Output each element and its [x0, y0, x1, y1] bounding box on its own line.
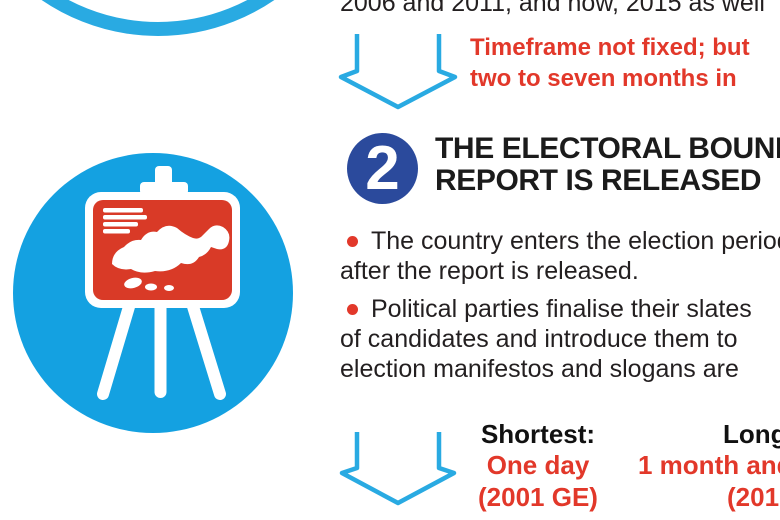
step-number: 2: [365, 134, 400, 203]
longest-value: 1 month and: [638, 450, 780, 480]
bullet-1-text-1: The country enters the election period: [371, 227, 780, 255]
easel-right-leg: [185, 294, 226, 400]
callout-line-1: Timeframe not fixed; but: [470, 34, 750, 61]
bullet-2-line-1: Political parties finalise their slates: [340, 297, 752, 322]
down-arrow-icon: [339, 432, 457, 506]
singapore-map-icon: [112, 225, 230, 273]
board-text-bar: [103, 215, 147, 220]
easel-map-icon: [13, 153, 293, 433]
bullet-dot-icon: [347, 236, 358, 247]
step1-circle-arc-icon: [41, 0, 275, 36]
intro-line: 2006 and 2011, and now, 2015 as well: [340, 0, 765, 17]
shortest-label: Shortest:: [480, 419, 596, 449]
down-arrow-icon: [338, 34, 458, 110]
bullet-2-line-2: of candidates and introduce them to: [340, 325, 738, 353]
bullet-1-line-2: after the report is released.: [340, 257, 639, 285]
board-text-bar: [103, 222, 138, 227]
callout-line-2: two to seven months in: [470, 65, 737, 92]
shortest-value: One day: [486, 450, 590, 480]
bullet-1-line-1: The country enters the election period: [340, 229, 780, 254]
step-title-line-2: REPORT IS RELEASED: [435, 164, 762, 197]
map-islet: [164, 285, 174, 291]
board-text-bar: [103, 208, 143, 213]
longest-label: Longest:: [723, 419, 780, 449]
shortest-detail: (2001 GE): [478, 482, 598, 512]
bullet-dot-icon: [347, 304, 358, 315]
step-title-line-1: THE ELECTORAL BOUNDARIES: [435, 132, 780, 165]
easel-left-leg: [97, 294, 137, 400]
bullet-2-line-3: election manifestos and slogans are: [340, 355, 739, 383]
longest-detail: (201: [727, 482, 780, 512]
board-text-bar: [103, 229, 130, 234]
easel-neck: [140, 182, 188, 195]
map-islet: [145, 283, 157, 291]
map-islet: [124, 277, 142, 289]
bullet-2-text-1: Political parties finalise their slates: [371, 295, 752, 323]
step-number-badge: 2: [347, 133, 418, 204]
